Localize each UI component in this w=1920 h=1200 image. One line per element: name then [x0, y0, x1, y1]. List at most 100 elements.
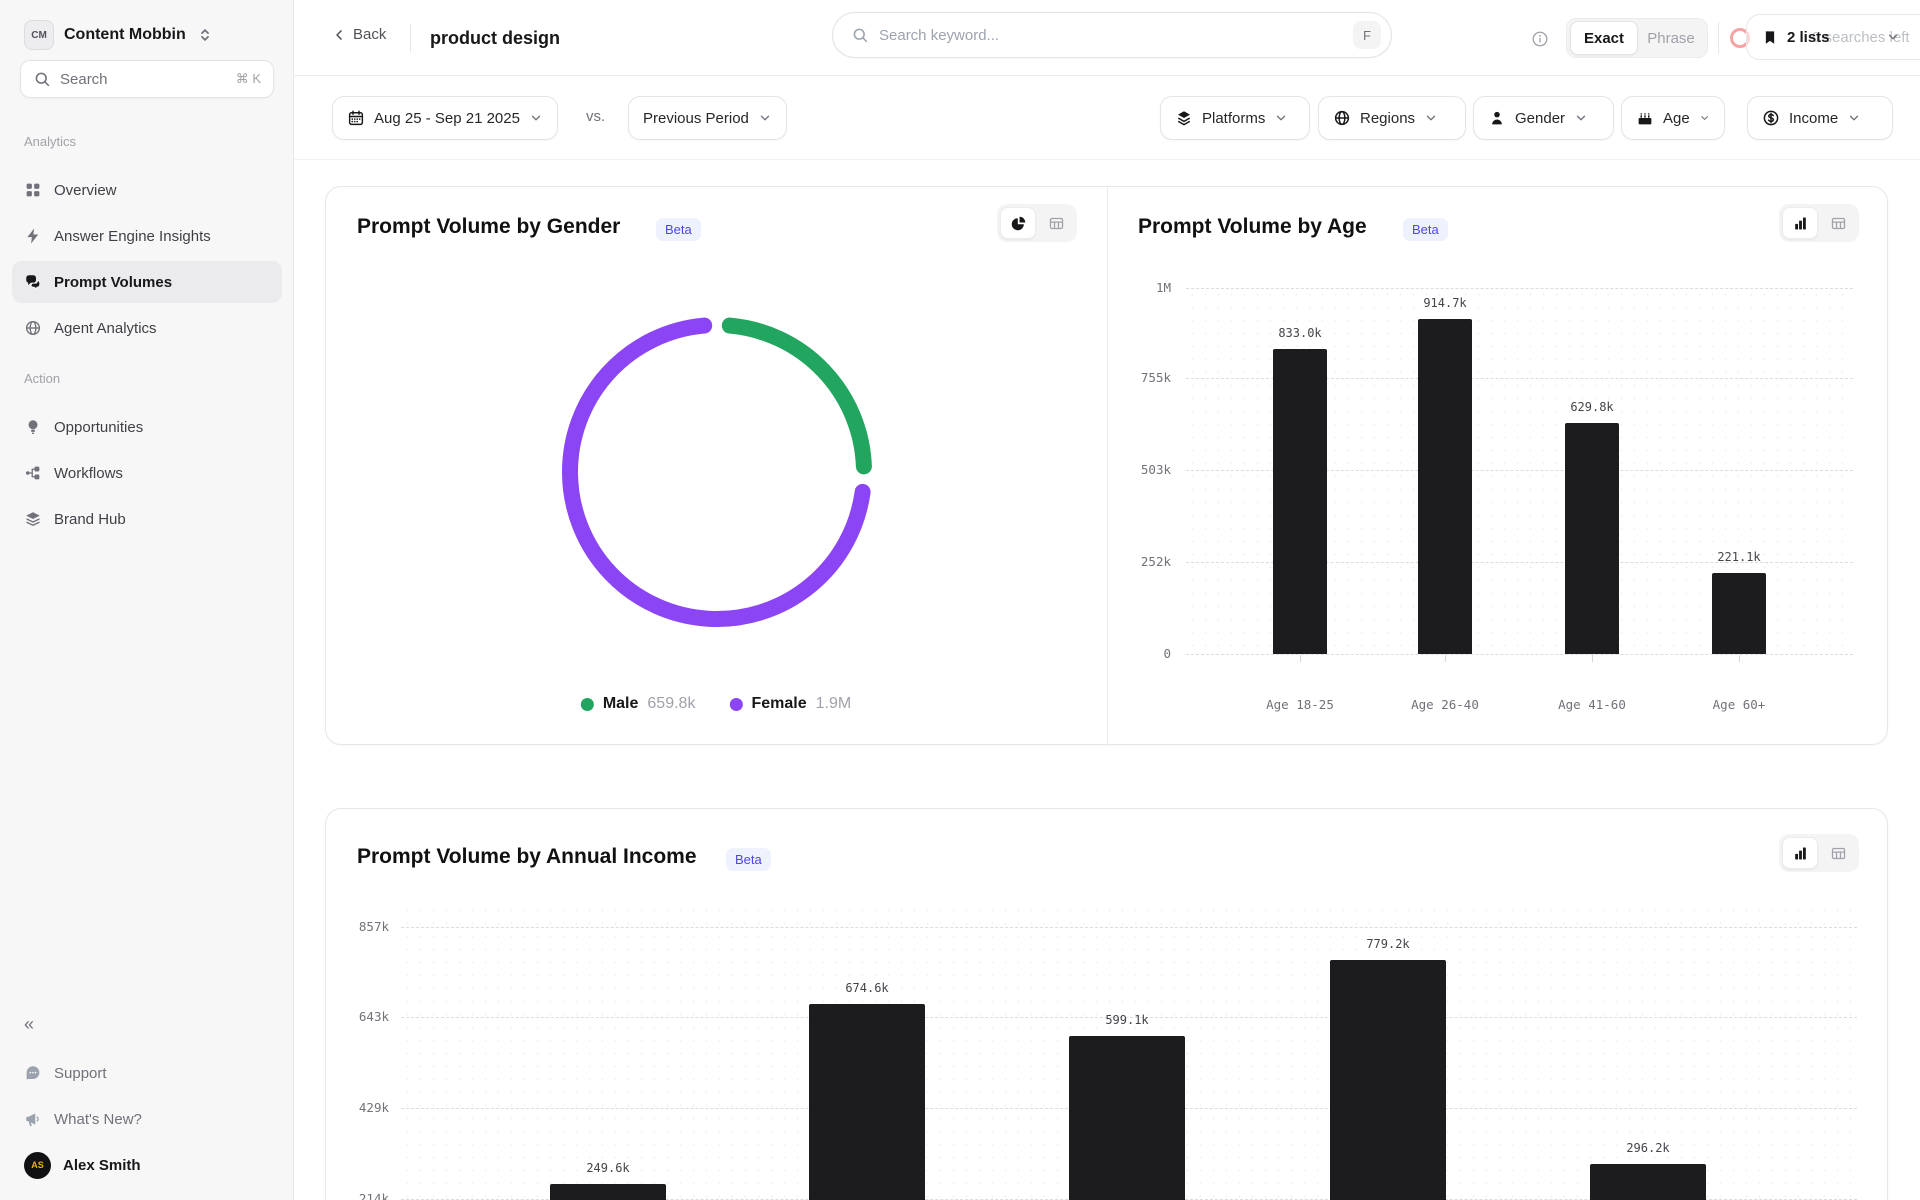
y-tick-label: 0	[1163, 646, 1171, 661]
gridline	[401, 927, 1857, 928]
female-dot	[729, 697, 743, 711]
phrase-option[interactable]: Phrase	[1647, 29, 1695, 47]
income-card: Prompt Volume by Annual Income Beta 857k…	[325, 808, 1888, 1200]
age-bar-chart: 1M 755k 503k 252k 0 833.0k Age 18-25 914.7k Age …	[326, 187, 1889, 746]
bar-income-2[interactable]	[809, 1004, 925, 1200]
chevron-down-icon	[1701, 116, 1708, 120]
bar-view-button[interactable]	[1782, 837, 1818, 869]
bar-Age 41-60[interactable]	[1565, 423, 1619, 654]
y-tick-label: 1M	[1155, 280, 1171, 295]
sidebar-item-whats-new[interactable]: What's New?	[12, 1098, 282, 1140]
filter-label: Age	[1663, 109, 1690, 127]
filter-platforms[interactable]: Platforms	[1160, 96, 1310, 140]
date-range-label: Aug 25 - Sep 21 2025	[374, 109, 520, 127]
sidebar-item-workflows[interactable]: Workflows	[12, 452, 282, 494]
bar-value-label: 221.1k	[1717, 550, 1761, 565]
sidebar-item-overview[interactable]: Overview	[12, 169, 282, 211]
chevron-down-icon	[1576, 115, 1586, 121]
y-tick-label: 755k	[1140, 369, 1171, 385]
y-tick-label: 214k	[358, 1190, 389, 1200]
bar-income-3[interactable]	[1069, 1035, 1185, 1200]
divider	[1718, 22, 1719, 54]
sidebar-item-label: Support	[54, 1064, 107, 1082]
donut-segment-male[interactable]	[721, 317, 872, 475]
sidebar-item-support[interactable]: Support	[12, 1052, 282, 1094]
sidebar-search-input[interactable]: Search ⌘ K	[20, 60, 274, 98]
exact-option[interactable]: Exact	[1570, 21, 1638, 55]
y-tick-label: 643k	[358, 1009, 389, 1025]
bar-view-button[interactable]	[1782, 207, 1818, 239]
date-range-picker[interactable]: Aug 25 - Sep 21 2025	[332, 96, 558, 140]
globe-icon	[24, 319, 42, 337]
sidebar-item-agent-analytics[interactable]: Agent Analytics	[12, 307, 282, 349]
sidebar-item-brand-hub[interactable]: Brand Hub	[12, 498, 282, 540]
sidebar-item-label: What's New?	[54, 1110, 142, 1128]
chevron-down-icon	[1277, 115, 1286, 121]
bar-Age 18-25[interactable]	[1273, 349, 1327, 654]
table-view-button[interactable]	[1038, 207, 1074, 239]
sidebar-item-label: Answer Engine Insights	[54, 227, 211, 245]
workflow-icon	[24, 464, 42, 482]
x-axis-tick	[1445, 655, 1446, 662]
gender-chart-title: Prompt Volume by Gender	[357, 215, 621, 238]
x-axis-label: Age 18-25	[1266, 697, 1334, 712]
bar-income-1[interactable]	[550, 1183, 666, 1200]
sidebar: CM Content Mobbin Search ⌘ K Analytics O…	[0, 0, 294, 1200]
pie-view-button[interactable]	[1000, 207, 1036, 239]
avatar: AS	[24, 1151, 51, 1179]
legend-female: Female 1.9M	[729, 695, 851, 713]
sidebar-item-prompt-volumes[interactable]: Prompt Volumes	[12, 261, 282, 303]
compare-label: Previous Period	[643, 109, 749, 127]
divider	[410, 24, 411, 52]
sidebar-item-opportunities[interactable]: Opportunities	[12, 406, 282, 448]
bar-value-label: 599.1k	[1105, 1012, 1149, 1027]
gender-legend: Male 659.8k Female 1.9M	[580, 695, 851, 713]
gridline	[1186, 469, 1853, 471]
megaphone-icon	[24, 1110, 42, 1128]
filter-label: Income	[1789, 109, 1839, 127]
lightbulb-icon	[24, 418, 42, 436]
sidebar-item-label: Overview	[54, 181, 117, 199]
filter-income[interactable]: Income	[1747, 96, 1893, 140]
bar-Age 60+[interactable]	[1712, 573, 1766, 654]
workspace-switcher[interactable]: CM Content Mobbin	[24, 20, 214, 50]
chevron-down-icon	[531, 115, 541, 121]
lists-button[interactable]: 2 lists	[1746, 14, 1920, 60]
bar-value-label: 249.6k	[586, 1160, 630, 1175]
filter-label: Regions	[1360, 109, 1416, 127]
income-bar-chart: 857k 643k 429k 214k 249.6k 674.6k 599.1k 779.2k…	[326, 809, 1887, 1200]
info-icon[interactable]	[1530, 29, 1549, 48]
table-view-button[interactable]	[1820, 207, 1856, 239]
user-name: Alex Smith	[63, 1156, 141, 1174]
sidebar-search-label: Search	[60, 70, 108, 88]
filter-age[interactable]: Age	[1621, 96, 1725, 140]
table-view-button[interactable]	[1820, 837, 1856, 869]
x-axis-tick	[1300, 655, 1301, 662]
bar-value-label: 779.2k	[1366, 936, 1410, 951]
sidebar-item-label: Workflows	[54, 464, 123, 482]
lists-label: 2 lists	[1787, 28, 1830, 46]
sidebar-item-answer-engine-insights[interactable]: Answer Engine Insights	[12, 215, 282, 257]
filter-label: Platforms	[1202, 109, 1266, 127]
sidebar-collapse-button[interactable]: «	[24, 1014, 34, 1034]
bar-income-4[interactable]	[1330, 959, 1446, 1200]
gender-donut-chart[interactable]	[537, 292, 897, 652]
filter-gender[interactable]: Gender	[1473, 96, 1614, 140]
sidebar-item-label: Prompt Volumes	[54, 273, 173, 291]
section-label-analytics: Analytics	[24, 134, 77, 149]
keyword-search-input[interactable]: Search keyword... F	[832, 12, 1392, 58]
bar-income-5[interactable]	[1590, 1163, 1706, 1200]
filter-regions[interactable]: Regions	[1318, 96, 1466, 140]
donut-segment-female[interactable]	[562, 317, 871, 627]
f-key-badge: F	[1353, 21, 1381, 49]
sidebar-user[interactable]: AS Alex Smith	[12, 1144, 282, 1186]
bar-value-label: 833.0k	[1278, 326, 1322, 341]
back-button[interactable]: Back	[332, 26, 386, 43]
bar-Age 26-40[interactable]	[1418, 319, 1472, 654]
x-axis-label: Age 60+	[1712, 697, 1766, 712]
x-axis-tick	[1739, 655, 1740, 662]
chat-bubbles-icon	[24, 273, 42, 291]
compare-period-picker[interactable]: Previous Period	[628, 96, 787, 140]
globe-icon	[1333, 109, 1351, 127]
search-icon	[851, 26, 869, 44]
